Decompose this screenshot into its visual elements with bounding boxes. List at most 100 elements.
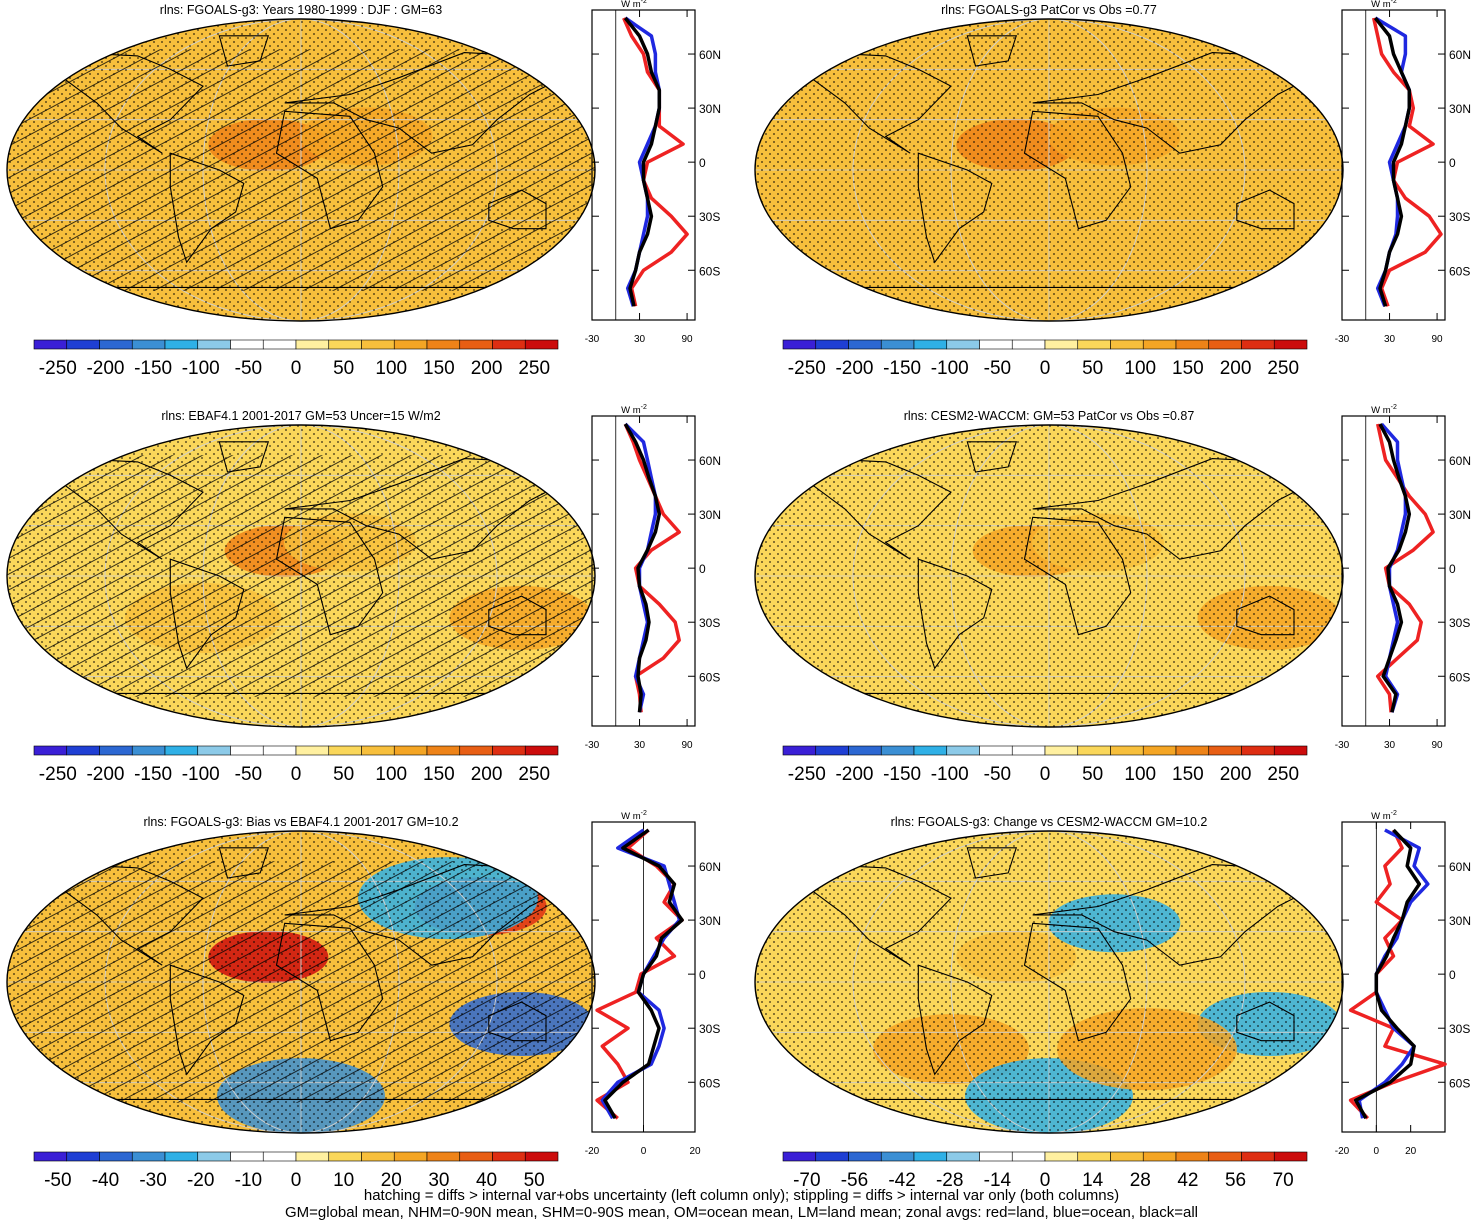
colorbar-box bbox=[329, 1152, 362, 1161]
panel-5: rlns: FGOALS-g3: Bias vs EBAF4.1 2001-20… bbox=[7, 810, 721, 1191]
colorbar-box bbox=[1045, 340, 1078, 349]
colorbar-box bbox=[1012, 340, 1045, 349]
colorbar-tick-label: 200 bbox=[1220, 764, 1252, 785]
map-area bbox=[7, 19, 595, 321]
hatching-overlay bbox=[7, 455, 595, 697]
profile-x-tick-label: -30 bbox=[585, 740, 600, 751]
colorbar-box bbox=[914, 746, 947, 755]
profile-x-tick-label: -30 bbox=[1335, 740, 1350, 751]
profile-lat-label: 30S bbox=[1449, 210, 1470, 224]
profile-lat-label: 60S bbox=[1449, 670, 1470, 684]
colorbar-tick-label: -100 bbox=[931, 358, 969, 379]
colorbar-box bbox=[231, 746, 264, 755]
colorbar-tick-label: 150 bbox=[1172, 358, 1204, 379]
profile-x-tick-label: 90 bbox=[1432, 740, 1444, 751]
profile-x-tick-label: 30 bbox=[634, 740, 646, 751]
panel-4: rlns: CESM2-WACCM: GM=53 PatCor vs Obs =… bbox=[742, 404, 1471, 785]
colorbar-tick-label: -200 bbox=[86, 358, 124, 379]
colorbar-box bbox=[1176, 340, 1209, 349]
profile-x-tick-label: 30 bbox=[1384, 740, 1396, 751]
colorbar-box bbox=[100, 340, 133, 349]
hatching-overlay bbox=[7, 49, 595, 291]
colorbar-tick-label: 50 bbox=[333, 764, 354, 785]
colorbar-box bbox=[1209, 1152, 1242, 1161]
map-area bbox=[7, 425, 595, 727]
colorbar-box bbox=[1274, 340, 1307, 349]
colorbar-tick-label: 100 bbox=[1124, 764, 1156, 785]
colorbar-box bbox=[34, 1152, 67, 1161]
panel-title: rlns: FGOALS-g3: Bias vs EBAF4.1 2001-20… bbox=[143, 815, 458, 829]
colorbar-box bbox=[165, 1152, 198, 1161]
colorbar-tick-label: -100 bbox=[182, 358, 220, 379]
colorbar-box bbox=[1176, 1152, 1209, 1161]
colorbar-box bbox=[914, 340, 947, 349]
colorbar-tick-label: -50 bbox=[235, 358, 262, 379]
colorbar-box bbox=[493, 340, 526, 349]
profile-x-tick-label: 30 bbox=[1384, 334, 1396, 345]
colorbar-tick-label: -200 bbox=[835, 764, 873, 785]
profile-lat-label: 30S bbox=[699, 210, 720, 224]
profile-lat-label: 0 bbox=[1449, 156, 1456, 170]
profile-lat-label: 60N bbox=[699, 860, 721, 874]
colorbar-box bbox=[1045, 746, 1078, 755]
colorbar-tick-label: -150 bbox=[883, 358, 921, 379]
colorbar-box bbox=[525, 340, 558, 349]
colorbar-tick-label: 0 bbox=[1040, 358, 1051, 379]
colorbar-box bbox=[914, 1152, 947, 1161]
colorbar-box bbox=[100, 746, 133, 755]
profile-lat-label: 30S bbox=[1449, 616, 1470, 630]
map-area bbox=[726, 19, 1343, 321]
colorbar-box bbox=[34, 340, 67, 349]
colorbar-box bbox=[329, 340, 362, 349]
profile-lat-label: 60N bbox=[699, 48, 721, 62]
profile-lat-label: 60N bbox=[699, 454, 721, 468]
profile-lat-label: 60S bbox=[699, 670, 720, 684]
profile-lat-label: 0 bbox=[1449, 562, 1456, 576]
colorbar-box bbox=[296, 340, 329, 349]
profile-units: W m-2 bbox=[1371, 810, 1397, 822]
colorbar-box bbox=[263, 746, 296, 755]
stippling-overlay bbox=[755, 425, 1343, 727]
profile-lat-label: 60N bbox=[1449, 48, 1471, 62]
colorbar-tick-label: -100 bbox=[182, 764, 220, 785]
profile-lat-label: 60N bbox=[1449, 860, 1471, 874]
colorbar-box bbox=[1274, 1152, 1307, 1161]
profile-x-tick-label: 90 bbox=[682, 334, 694, 345]
colorbar-box bbox=[980, 1152, 1013, 1161]
colorbar-tick-label: 250 bbox=[518, 764, 550, 785]
profile-units: W m-2 bbox=[621, 0, 647, 10]
colorbar-box bbox=[67, 1152, 100, 1161]
colorbar-tick-label: 100 bbox=[375, 764, 407, 785]
colorbar-box bbox=[980, 340, 1013, 349]
colorbar-box bbox=[947, 340, 980, 349]
colorbar-box bbox=[198, 340, 231, 349]
colorbar-box bbox=[296, 1152, 329, 1161]
colorbar-box bbox=[1242, 746, 1275, 755]
colorbar-box bbox=[165, 340, 198, 349]
colorbar-box bbox=[947, 1152, 980, 1161]
profile-x-tick-label: 20 bbox=[689, 1146, 701, 1157]
profile-x-tick-label: 20 bbox=[1405, 1146, 1417, 1157]
profile-lat-label: 60S bbox=[1449, 1076, 1470, 1090]
profile-units: W m-2 bbox=[621, 404, 647, 416]
panel-title: rlns: FGOALS-g3 PatCor vs Obs =0.77 bbox=[941, 3, 1157, 17]
colorbar-box bbox=[849, 746, 882, 755]
panel-title: rlns: CESM2-WACCM: GM=53 PatCor vs Obs =… bbox=[904, 409, 1195, 423]
colorbar-box bbox=[231, 340, 264, 349]
colorbar-tick-label: 250 bbox=[1267, 764, 1299, 785]
colorbar-box bbox=[362, 746, 395, 755]
colorbar-box bbox=[460, 340, 493, 349]
profile-lat-label: 30S bbox=[699, 616, 720, 630]
colorbar-tick-label: -150 bbox=[134, 764, 172, 785]
colorbar-tick-label: 50 bbox=[1082, 358, 1103, 379]
colorbar-box bbox=[1242, 340, 1275, 349]
panel-3: rlns: EBAF4.1 2001-2017 GM=53 Uncer=15 W… bbox=[7, 404, 721, 785]
land-zonal-line bbox=[625, 424, 679, 712]
profile-x-tick-label: 0 bbox=[1374, 1146, 1380, 1157]
colorbar-box bbox=[1242, 1152, 1275, 1161]
profile-lat-label: 30N bbox=[699, 508, 721, 522]
profile-lat-label: 0 bbox=[699, 562, 706, 576]
colorbar-box bbox=[1078, 340, 1111, 349]
